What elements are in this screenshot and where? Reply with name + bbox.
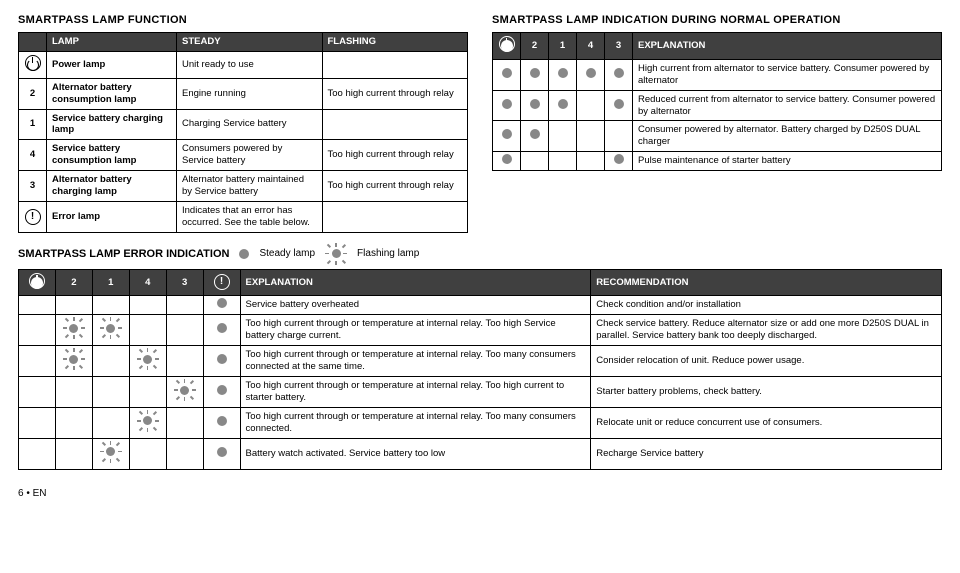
flash-dot (63, 317, 85, 339)
table-row: High current from alternator to service … (493, 59, 942, 90)
error-icon: ! (25, 209, 41, 225)
hdr-power-icon (493, 33, 521, 60)
hdr-explanation: EXPLANATION (240, 269, 591, 296)
flash-dot (100, 441, 122, 463)
table-row: 3Alternator battery charging lampAlterna… (19, 171, 468, 202)
lamp-function-section: SMARTPASS LAMP FUNCTION LAMP STEADY FLAS… (18, 14, 468, 233)
table-row: Consumer powered by alternator. Battery … (493, 121, 942, 152)
flash-dot (100, 317, 122, 339)
table-row: !Error lampIndicates that an error has o… (19, 201, 468, 232)
table-row: Pulse maintenance of starter battery (493, 152, 942, 171)
steady-dot (530, 68, 540, 78)
steady-dot (530, 99, 540, 109)
hdr-flashing: FLASHING (322, 33, 468, 52)
table-row: Too high current through or temperature … (19, 407, 942, 438)
table-row: Too high current through or temperature … (19, 346, 942, 377)
table-row: 1Service battery charging lampCharging S… (19, 109, 468, 140)
flashing-lamp-icon (325, 243, 347, 265)
table-row: 4Service battery consumption lampConsume… (19, 140, 468, 171)
steady-dot (558, 68, 568, 78)
table-row: 2Alternator battery consumption lampEngi… (19, 78, 468, 109)
table-row: Too high current through or temperature … (19, 377, 942, 408)
hdr-lamp: LAMP (47, 33, 177, 52)
steady-dot (217, 385, 227, 395)
section2-title: SMARTPASS LAMP INDICATION DURING NORMAL … (492, 14, 942, 26)
hdr-c3: 3 (166, 269, 203, 296)
steady-dot (217, 447, 227, 457)
steady-dot (614, 68, 624, 78)
steady-dot (614, 99, 624, 109)
lamp-indication-section: SMARTPASS LAMP INDICATION DURING NORMAL … (492, 14, 942, 233)
lamp-function-table: LAMP STEADY FLASHING Power lampUnit read… (18, 32, 468, 233)
error-legend: SMARTPASS LAMP ERROR INDICATION Steady l… (18, 243, 942, 265)
table-row: Battery watch activated. Service battery… (19, 438, 942, 469)
steady-dot (614, 154, 624, 164)
steady-dot (217, 416, 227, 426)
steady-dot (530, 129, 540, 139)
hdr-col-2: 2 (521, 33, 549, 60)
hdr-power-icon (19, 269, 56, 296)
section3-title: SMARTPASS LAMP ERROR INDICATION (18, 248, 229, 260)
steady-dot (502, 129, 512, 139)
steady-dot (217, 354, 227, 364)
hdr-steady: STEADY (177, 33, 323, 52)
hdr-explanation: EXPLANATION (633, 33, 942, 60)
steady-dot (502, 154, 512, 164)
flash-dot (63, 348, 85, 370)
steady-dot (217, 323, 227, 333)
legend-steady: Steady lamp (259, 248, 315, 259)
hdr-col-3: 3 (605, 33, 633, 60)
hdr-recommendation: RECOMMENDATION (591, 269, 942, 296)
hdr-c2: 2 (55, 269, 92, 296)
section1-title: SMARTPASS LAMP FUNCTION (18, 14, 468, 26)
flash-dot (137, 410, 159, 432)
hdr-c1: 1 (92, 269, 129, 296)
lamp-indication-table: 2 1 4 3 EXPLANATION High current from al… (492, 32, 942, 171)
hdr-error-icon: ! (203, 269, 240, 296)
table-row: Too high current through or temperature … (19, 315, 942, 346)
flash-dot (137, 348, 159, 370)
page-footer: 6 • EN (18, 488, 942, 499)
table-row: Service battery overheatedCheck conditio… (19, 296, 942, 315)
hdr-col-1: 1 (549, 33, 577, 60)
steady-dot (586, 68, 596, 78)
power-icon (25, 55, 41, 71)
table-row: Power lampUnit ready to use (19, 51, 468, 78)
legend-flash: Flashing lamp (357, 248, 419, 259)
error-indication-table: 2 1 4 3 ! EXPLANATION RECOMMENDATION Ser… (18, 269, 942, 470)
table-row: Reduced current from alternator to servi… (493, 90, 942, 121)
steady-dot (502, 99, 512, 109)
hdr-col-4: 4 (577, 33, 605, 60)
steady-dot (558, 99, 568, 109)
steady-lamp-icon (239, 249, 249, 259)
steady-dot (502, 68, 512, 78)
flash-dot (174, 379, 196, 401)
steady-dot (217, 298, 227, 308)
hdr-c4: 4 (129, 269, 166, 296)
